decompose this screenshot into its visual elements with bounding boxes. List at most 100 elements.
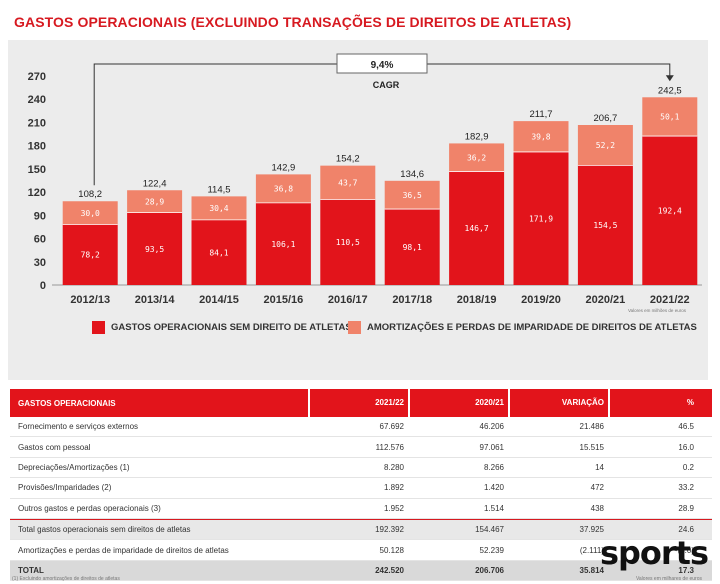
data-label-dark: 78,2: [81, 251, 100, 260]
y-tick-label: 150: [28, 164, 46, 176]
bar-segment-light: [384, 180, 440, 210]
table-row: Fornecimento e serviços externos 67.692 …: [10, 417, 712, 438]
x-tick-label: 2015/16: [264, 294, 304, 306]
total-label: 122,4: [143, 178, 167, 189]
bar-segment-dark: [449, 171, 505, 285]
row-value-2021-22: 1.892: [383, 483, 404, 493]
watermark-logo: sports: [599, 534, 709, 572]
y-tick-label: 60: [34, 234, 46, 246]
row-variation: 14: [595, 462, 604, 472]
row-value-2021-22: 8.280: [383, 462, 404, 472]
page-title: GASTOS OPERACIONAIS (EXCLUINDO TRANSAÇÕE…: [14, 14, 572, 30]
y-tick-label: 30: [34, 257, 46, 269]
amort-variation: (2.111): [579, 545, 604, 555]
data-label-light: 36,5: [403, 191, 422, 200]
row-value-2020-21: 1.420: [483, 483, 504, 493]
data-label-light: 50,1: [660, 113, 679, 122]
table-header: GASTOS OPERACIONAIS 2021/22 2020/21 VARI…: [10, 389, 712, 417]
header-col-1: 2021/22: [308, 389, 408, 417]
table-units-note: Valores em milhares de euros: [635, 576, 702, 582]
row-variation: 438: [590, 503, 604, 513]
table-amort-row: Amortizações e perdas de imparidade de d…: [10, 540, 712, 561]
bar-segment-dark: [642, 136, 698, 285]
table-row: Outros gastos e perdas operacionais (3) …: [10, 499, 712, 519]
bar-segment-dark: [255, 202, 311, 285]
row-percent: 28.9: [678, 503, 694, 513]
bar-segment-dark: [513, 151, 569, 285]
y-tick-label: 120: [28, 187, 46, 199]
y-tick-label: 180: [28, 141, 46, 153]
row-variation: 21.486: [579, 422, 604, 432]
total-label: 114,5: [207, 184, 230, 195]
total-label: 108,2: [78, 189, 102, 200]
data-label-light: 39,8: [531, 133, 550, 142]
row-value-2021-22: 1.952: [383, 503, 404, 513]
data-label-light: 28,9: [145, 197, 164, 206]
header-col-2: 2020/21: [408, 389, 508, 417]
row-label: Fornecimento e serviços externos: [18, 422, 139, 432]
amort-percent: (4.0): [677, 545, 694, 555]
y-tick-label: 240: [28, 94, 46, 106]
y-tick-label: 90: [34, 210, 46, 222]
total-2020-21: 154.467: [475, 525, 504, 535]
row-percent: 16.0: [678, 442, 694, 452]
data-label-dark: 106,1: [271, 240, 295, 249]
total-label: 142,9: [272, 162, 296, 173]
data-label-dark: 146,7: [465, 224, 489, 233]
data-label-dark: 98,1: [403, 243, 422, 252]
row-label: Provisões/Imparidades (2): [18, 483, 112, 493]
row-value-2020-21: 97.061: [479, 442, 504, 452]
row-label: Gastos com pessoal: [18, 442, 91, 452]
x-tick-label: 2016/17: [328, 294, 368, 306]
total-variation: 37.925: [579, 525, 604, 535]
data-label-light: 36,8: [274, 185, 293, 194]
bar-segment-light: [449, 143, 505, 172]
data-label-dark: 192,4: [658, 207, 682, 216]
row-label: Depreciações/Amortizações (1): [18, 462, 130, 472]
amort-2021-22: 50.128: [379, 545, 404, 555]
header-col-4: %: [608, 389, 708, 417]
data-label-dark: 171,9: [529, 214, 553, 223]
table-row: Gastos com pessoal 112.576 97.061 15.515…: [10, 437, 712, 458]
grand-variation: 35.814: [579, 565, 604, 575]
row-value-2020-21: 8.266: [483, 462, 504, 472]
x-tick-label: 2012/13: [70, 294, 110, 306]
table-row: Provisões/Imparidades (2) 1.892 1.420 47…: [10, 478, 712, 499]
total-percent: 24.6: [678, 525, 694, 535]
operating-expenses-table: GASTOS OPERACIONAIS 2021/22 2020/21 VARI…: [10, 389, 712, 582]
bar-segment-light: [255, 174, 311, 203]
data-label-dark: 110,5: [336, 238, 360, 247]
bars: 78,2 30,0 108,2 93,5 28,9 122,4 84,1 30,4 114,5 1…: [62, 85, 698, 285]
bar-segment-dark: [320, 199, 376, 285]
data-label-dark: 154,5: [593, 221, 617, 230]
stacked-bar-chart: 0 30 60 90 120 150 180 210 240 270 78,2 30,0 108,2 9…: [28, 53, 702, 306]
grand-percent: 17.3: [678, 565, 694, 575]
cagr-arrow-icon: [665, 75, 674, 82]
legend-label-light: AMORTIZAÇÕES E PERDAS DE IMPARIDADE DE D…: [367, 322, 697, 333]
x-tick-label: 2013/14: [135, 294, 176, 306]
data-label-light: 36,2: [467, 153, 486, 162]
data-label-light: 30,4: [209, 204, 228, 213]
x-tick-label: 2019/20: [521, 294, 561, 306]
units-note: Valores em milhões de euros: [628, 308, 686, 313]
total-label: Total gastos operacionais sem direitos d…: [18, 525, 191, 535]
bar-segment-dark: [62, 224, 118, 285]
cagr-box: [336, 53, 428, 74]
header-col-0: GASTOS OPERACIONAIS: [18, 398, 116, 408]
row-percent: 33.2: [678, 483, 694, 493]
amort-2020-21: 52.239: [479, 545, 504, 555]
grand-label: TOTAL: [18, 565, 44, 575]
row-value-2021-22: 112.576: [375, 442, 404, 452]
table-grand-total-row: TOTAL 242.520 206.706 35.814 17.3: [10, 560, 712, 582]
x-axis: 2012/13 2013/14 2014/15 2015/16 2016/17 2017/…: [70, 294, 689, 306]
grand-2021-22: 242.520: [375, 565, 404, 575]
bar-segment-light: [127, 190, 183, 213]
amort-label: Amortizações e perdas de imparidade de d…: [18, 545, 229, 555]
legend-swatch-light: [348, 321, 361, 334]
legend-item-dark: GASTOS OPERACIONAIS SEM DIREITO DE ATLET…: [92, 321, 352, 334]
cagr-annotation: 9,4% CAGR: [93, 53, 674, 186]
total-label: 182,9: [465, 131, 489, 142]
bar-segment-light: [191, 196, 247, 220]
bar-segment-dark: [577, 165, 633, 285]
data-label-light: 43,7: [338, 179, 357, 188]
